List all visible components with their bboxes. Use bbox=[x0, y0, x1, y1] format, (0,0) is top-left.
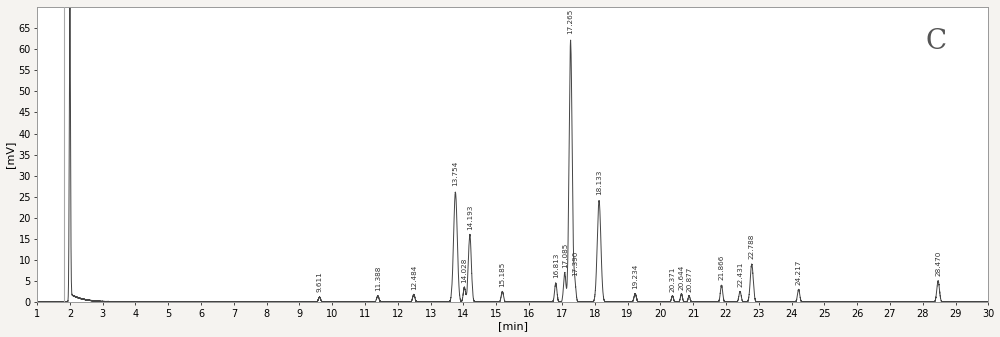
Text: 16.813: 16.813 bbox=[553, 253, 559, 278]
Text: C: C bbox=[925, 28, 947, 55]
Text: 14.028: 14.028 bbox=[461, 257, 467, 282]
Text: 17.085: 17.085 bbox=[562, 242, 568, 268]
Text: 18.133: 18.133 bbox=[596, 170, 602, 195]
Text: 21.866: 21.866 bbox=[719, 255, 725, 280]
Text: 13.754: 13.754 bbox=[452, 161, 458, 186]
Text: 17.390: 17.390 bbox=[572, 251, 578, 276]
Text: 14.193: 14.193 bbox=[467, 205, 473, 230]
Y-axis label: [mV]: [mV] bbox=[6, 141, 16, 168]
Text: 22.431: 22.431 bbox=[737, 262, 743, 287]
Text: 9.611: 9.611 bbox=[317, 272, 323, 292]
X-axis label: [min]: [min] bbox=[498, 321, 528, 332]
Text: 20.371: 20.371 bbox=[669, 267, 675, 292]
Text: 17.265: 17.265 bbox=[568, 9, 574, 34]
Text: 19.234: 19.234 bbox=[632, 264, 638, 289]
Text: 20.644: 20.644 bbox=[678, 264, 684, 290]
Text: 20.877: 20.877 bbox=[686, 267, 692, 292]
Text: 24.217: 24.217 bbox=[796, 259, 802, 285]
Text: 28.470: 28.470 bbox=[935, 251, 941, 276]
Text: 22.788: 22.788 bbox=[749, 234, 755, 259]
Text: 15.185: 15.185 bbox=[499, 262, 505, 287]
Text: 12.484: 12.484 bbox=[411, 264, 417, 290]
Text: 11.388: 11.388 bbox=[375, 266, 381, 291]
